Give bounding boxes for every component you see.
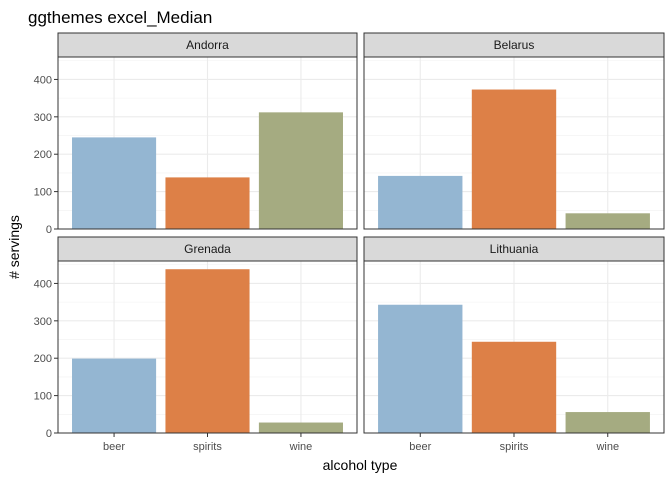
facet-label-grenada: Grenada <box>184 242 231 256</box>
bar-belarus-spirits <box>471 89 557 230</box>
x-tick-label-wine: wine <box>289 441 313 453</box>
x-tick-label-spirits: spirits <box>193 441 222 453</box>
bar-belarus-beer <box>378 175 463 229</box>
bar-grenada-spirits <box>165 269 250 433</box>
y-axis-title: # servings <box>6 215 22 279</box>
facet-label-lithuania: Lithuania <box>490 242 539 256</box>
facet-strip-andorra <box>57 32 358 58</box>
bar-lithuania-wine <box>565 412 650 433</box>
panel-grenada: Grenada 0 100 200 300 400 beer spirits wine <box>34 236 358 453</box>
y-tick-label: 0 <box>46 224 52 236</box>
bar-andorra-spirits <box>165 177 250 229</box>
x-tick-label-beer: beer <box>103 441 125 453</box>
panel-border <box>57 56 358 230</box>
y-tick-label: 100 <box>34 187 52 199</box>
y-tick-label: 200 <box>34 353 52 365</box>
y-tick-label: 100 <box>34 391 52 403</box>
x-tick-label-beer: beer <box>409 441 431 453</box>
y-tick-label: 200 <box>34 149 52 161</box>
bar-grenada-wine <box>258 422 343 433</box>
bar-andorra-beer <box>72 137 157 229</box>
bar-grenada-beer <box>72 358 157 433</box>
facet-label-andorra: Andorra <box>186 38 229 52</box>
x-tick-label-wine: wine <box>595 441 619 453</box>
facet-label-belarus: Belarus <box>494 38 535 52</box>
y-tick-label: 0 <box>46 428 52 440</box>
bar-lithuania-beer <box>378 304 463 433</box>
panel-belarus: Belarus <box>363 32 665 230</box>
facet-strip-grenada <box>57 236 358 262</box>
y-tick-label: 300 <box>34 316 52 328</box>
x-tick-label-spirits: spirits <box>500 441 529 453</box>
bar-lithuania-spirits <box>471 341 557 433</box>
y-tick-label: 400 <box>34 278 52 290</box>
panel-border <box>363 56 665 230</box>
y-tick-label: 400 <box>34 74 52 86</box>
facet-strip-belarus <box>363 32 665 58</box>
facet-panels: Andorra 0 100 200 300 400 Belarus Grenada 0 100 20… <box>34 32 665 453</box>
facet-strip-lithuania <box>363 236 665 262</box>
panel-andorra: Andorra 0 100 200 300 400 <box>34 32 358 236</box>
x-axis-title: alcohol type <box>323 457 398 473</box>
panel-lithuania: Lithuania beer spirits wine <box>363 236 665 453</box>
bar-andorra-wine <box>258 112 343 229</box>
chart-title: ggthemes excel_Median <box>28 8 212 27</box>
y-tick-label: 300 <box>34 112 52 124</box>
bar-belarus-wine <box>565 213 650 229</box>
